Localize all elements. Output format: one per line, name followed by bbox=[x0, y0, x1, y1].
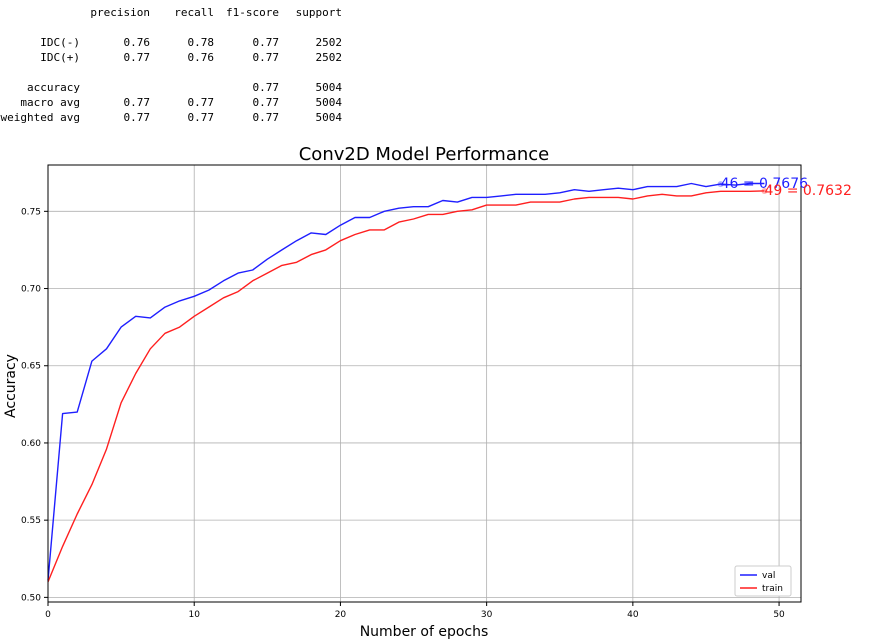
report-cell: 2502 bbox=[315, 51, 343, 64]
report-row-label: IDC(+) bbox=[40, 51, 80, 64]
x-tick-label: 40 bbox=[627, 610, 639, 620]
legend-label: train bbox=[762, 584, 783, 594]
report-cell: 2502 bbox=[315, 36, 343, 49]
report-cell: 0.77 bbox=[187, 111, 215, 124]
report-cell: 0.77 bbox=[252, 81, 280, 94]
report-cell: 0.77 bbox=[187, 96, 215, 109]
y-tick-label: 0.70 bbox=[21, 285, 41, 295]
annotation-marker bbox=[761, 187, 768, 194]
report-header: support bbox=[295, 6, 342, 19]
report-header: precision bbox=[90, 6, 150, 19]
report-cell: 0.77 bbox=[123, 111, 151, 124]
report-cell: 0.77 bbox=[123, 96, 151, 109]
report-cell: 5004 bbox=[315, 96, 343, 109]
x-axis-label: Number of epochs bbox=[360, 624, 489, 640]
x-tick-label: 0 bbox=[45, 610, 51, 620]
report-row-label: weighted avg bbox=[0, 111, 80, 124]
series-lines bbox=[47, 182, 765, 583]
report-cell: 0.77 bbox=[252, 111, 280, 124]
series-line-val bbox=[47, 182, 765, 581]
report-row-label: macro avg bbox=[20, 96, 80, 109]
legend: val train bbox=[734, 565, 792, 597]
plot-area-frame bbox=[47, 164, 802, 603]
report-cell: 0.76 bbox=[123, 36, 151, 49]
legend-label: val bbox=[762, 571, 775, 581]
x-tick-label: 10 bbox=[188, 610, 200, 620]
grid-lines bbox=[47, 165, 801, 602]
report-cell: 0.77 bbox=[123, 51, 151, 64]
y-tick-label: 0.50 bbox=[21, 593, 41, 603]
series-line-train bbox=[47, 190, 765, 583]
annotation-label: 49 = 0.7632 bbox=[764, 183, 851, 199]
annotation-marker bbox=[717, 181, 724, 188]
axis-ticks: 0 10 20 30 40 50 0.50 0.55 0.60 0.65 0.70 0.75 bbox=[21, 207, 785, 620]
report-row-label: IDC(-) bbox=[40, 36, 80, 49]
y-tick-label: 0.75 bbox=[21, 207, 41, 217]
report-cell: 5004 bbox=[315, 81, 343, 94]
report-cell: 0.77 bbox=[252, 96, 280, 109]
y-axis-label: Accuracy bbox=[3, 354, 19, 418]
report-cell: 0.78 bbox=[187, 36, 215, 49]
y-tick-label: 0.55 bbox=[21, 516, 41, 526]
x-tick-label: 30 bbox=[481, 610, 493, 620]
report-header: f1-score bbox=[226, 6, 279, 19]
report-row-label: accuracy bbox=[27, 81, 80, 94]
x-tick-label: 20 bbox=[335, 610, 347, 620]
chart-title: Conv2D Model Performance bbox=[299, 144, 550, 165]
report-cell: 0.77 bbox=[252, 51, 280, 64]
y-tick-label: 0.65 bbox=[21, 362, 41, 372]
annotation-label: 46 = 0.7676 bbox=[721, 176, 809, 192]
report-cell: 0.77 bbox=[252, 36, 280, 49]
report-cell: 0.76 bbox=[187, 51, 215, 64]
accuracy-line-chart: Conv2D Model Performance Number of epoch… bbox=[3, 144, 852, 640]
report-cell: 5004 bbox=[315, 111, 343, 124]
classification-report: precision recall f1-score support IDC(-) 0.76… bbox=[0, 0, 360, 130]
report-header: recall bbox=[174, 6, 214, 19]
x-tick-label: 50 bbox=[773, 610, 785, 620]
y-tick-label: 0.60 bbox=[21, 439, 41, 449]
